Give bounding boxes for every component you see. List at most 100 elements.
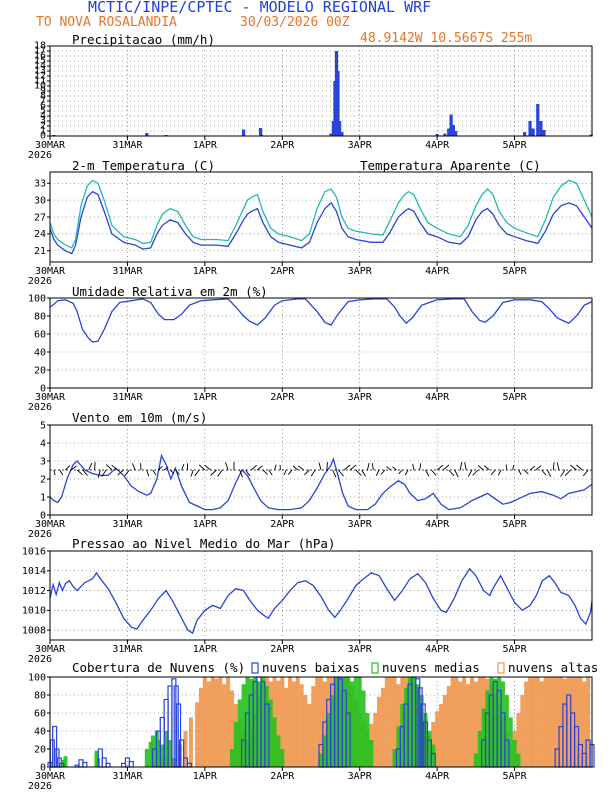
wind-arrow: [459, 462, 463, 471]
wind-arrow: [564, 469, 572, 476]
wind-arrow: [367, 462, 370, 471]
cloud-bar-orange: [551, 677, 556, 767]
panel-precip: 012345678910111213141516171830MAR202631M…: [28, 32, 593, 161]
y-tick-label: 24: [34, 229, 46, 240]
cloud-bar-orange: [183, 731, 188, 767]
wind-arrow: [117, 469, 124, 476]
cloud-bar-orange: [206, 681, 211, 767]
x-tick-label: 1APR: [193, 392, 218, 403]
x-tick-label: 1APR: [193, 140, 218, 151]
header-coords: 48.9142W 10.5667S 255m: [360, 31, 532, 46]
x-tick-label: 31MAR: [112, 519, 143, 530]
precip-bar: [340, 132, 344, 136]
wind-arrow: [318, 462, 322, 471]
y-tick-label: 33: [34, 179, 46, 190]
wind-arrow: [552, 462, 555, 471]
wind-arrow: [431, 469, 437, 476]
cloud-bar-green: [233, 722, 238, 767]
precip-bar: [259, 134, 263, 136]
x-tick-sublabel: 2026: [28, 150, 52, 161]
cloud-bar-green: [272, 717, 277, 767]
x-tick-label: 1APR: [193, 519, 218, 530]
y-tick-label: 16: [34, 51, 46, 62]
cloud-bar-orange: [307, 704, 312, 767]
x-tick-label: 31MAR: [112, 140, 143, 151]
y-tick-label: 0: [40, 762, 46, 773]
cloud-bar-orange: [454, 677, 459, 767]
x-tick-label: 31MAR: [112, 392, 143, 403]
y-tick-label: 0: [40, 131, 46, 142]
y-tick-label: 0: [40, 510, 46, 521]
cloud-bar-orange: [439, 704, 444, 767]
cloud-bar-green: [500, 681, 505, 767]
wind-arrow: [398, 469, 403, 475]
y-tick-label: 18: [34, 41, 46, 52]
cloud-bar-green: [245, 677, 250, 767]
x-tick-sublabel: 2026: [28, 529, 52, 540]
cloud-bar-green: [241, 684, 246, 767]
cloud-bar-green: [264, 686, 269, 767]
cloud-bar-green: [396, 726, 401, 767]
wind-arrow: [158, 465, 163, 471]
wind-arrow: [105, 464, 113, 471]
wind-arrow: [505, 464, 508, 471]
cloud-bar-orange: [284, 687, 289, 767]
cloud-bar-orange: [380, 687, 385, 767]
cloud-bar-green: [168, 740, 173, 767]
cloud-bar-orange: [570, 677, 575, 767]
cloud-bar-green: [473, 753, 478, 767]
y-tick-label: 20: [34, 744, 46, 755]
x-tick-sublabel: 2026: [28, 276, 52, 287]
x-tick-label: 30MAR: [35, 644, 66, 655]
x-tick-label: 2APR: [270, 771, 295, 782]
panel-frame: [49, 676, 593, 768]
x-tick-label: 1APR: [193, 644, 218, 655]
wind-arrow: [94, 462, 96, 471]
x-tick-label: 31MAR: [112, 266, 143, 277]
cloud-bar-orange: [210, 677, 215, 767]
wind-arrow: [425, 469, 430, 477]
wind-arrow: [523, 469, 529, 475]
wind-arrow: [386, 466, 391, 471]
cloud-bar-green: [342, 677, 347, 767]
cloud-bar-green: [369, 740, 374, 767]
legend-swatch-orange: [497, 662, 505, 674]
wind-arrow: [53, 469, 56, 476]
wind-arrow: [198, 464, 206, 471]
wind-arrow: [274, 464, 277, 471]
wind-arrow: [163, 466, 169, 471]
wind-arrow: [262, 469, 268, 475]
cloud-bar-orange: [477, 677, 482, 767]
cloud-bar-orange: [291, 681, 296, 767]
x-tick-label: 5APR: [503, 519, 528, 530]
x-tick-label: 30MAR: [35, 519, 66, 530]
wind-arrow: [190, 469, 194, 477]
wind-arrow: [472, 469, 479, 476]
cloud-bar-orange: [469, 677, 474, 767]
cloud-bar-orange: [466, 684, 471, 767]
cloud-bar-orange: [303, 695, 308, 767]
cloud-bar-orange: [543, 677, 548, 767]
precip-bar: [539, 121, 543, 136]
x-tick-label: 4APR: [425, 392, 450, 403]
y-tick-label: 1016: [22, 546, 46, 557]
y-tick-label: 8: [40, 91, 46, 102]
wind-arrow: [392, 466, 397, 471]
y-tick-label: 11: [34, 76, 46, 87]
y-tick-label: 5: [40, 420, 46, 431]
x-tick-label: 30MAR: [35, 266, 66, 277]
header-run: 30/03/2026 00Z: [240, 15, 350, 30]
cloud-bar-green: [249, 678, 254, 767]
cloud-bar-orange: [229, 690, 234, 767]
x-tick-label: 3APR: [348, 140, 373, 151]
cloud-bar-orange: [288, 677, 293, 767]
precip-bar: [589, 134, 593, 136]
cloud-bar-green: [160, 744, 165, 767]
y-tick-label: 17: [34, 46, 46, 57]
y-tick-label: 80: [34, 690, 46, 701]
wind-arrow: [225, 462, 229, 471]
y-tick-label: 60: [34, 708, 46, 719]
y-tick-label: 3: [40, 116, 46, 127]
cloud-bar-orange: [559, 677, 564, 767]
